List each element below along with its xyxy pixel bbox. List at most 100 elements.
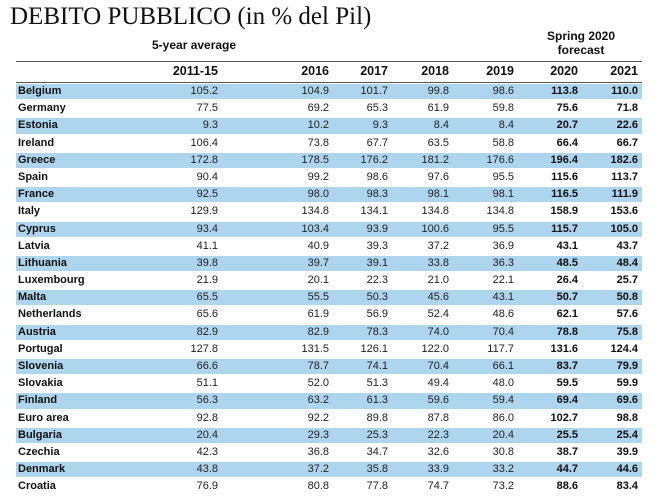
table-cell: 110.0 (611, 85, 638, 97)
table-cell: 134.1 (360, 205, 388, 218)
table-cell: 172.8 (190, 153, 218, 166)
table-cell: 77.8 (366, 480, 388, 493)
table-cell: 92.2 (307, 411, 329, 424)
table-cell: 39.9 (616, 445, 638, 458)
country-label: Lithuania (18, 256, 67, 269)
table-cell: 44.6 (616, 463, 638, 476)
table-cell: 43.1 (492, 291, 514, 304)
table-cell: 59.5 (556, 377, 578, 390)
country-label: Greece (18, 153, 56, 166)
country-label: France (18, 188, 55, 201)
table-cell: 100.6 (421, 222, 449, 235)
table-cell: 73.8 (307, 136, 329, 149)
table-cell: 115.6 (551, 170, 578, 183)
table-cell: 98.8 (616, 411, 638, 424)
table-cell: 48.0 (492, 377, 514, 390)
table-cell: 20.1 (307, 274, 329, 287)
forecast-label-line1: Spring 2020 (546, 29, 616, 43)
country-label: Euro area (18, 411, 69, 424)
table-cell: 10.2 (307, 119, 329, 132)
table-cell: 111.9 (611, 188, 638, 201)
table-cell: 73.2 (492, 480, 514, 493)
table-cell: 36.8 (307, 445, 329, 458)
table-row: Austria 82.9 82.9 78.3 74.0 70.4 78.8 75.8 (16, 324, 642, 341)
table-row: Latvia 41.1 40.9 39.3 37.2 36.9 43.1 43.7 (16, 238, 642, 255)
table-cell: 116.5 (551, 188, 578, 201)
table-cell: 69.2 (307, 102, 329, 115)
table-cell: 40.9 (307, 239, 329, 252)
table-cell: 131.6 (550, 342, 578, 355)
table-cell: 178.5 (301, 153, 329, 166)
country-label: Netherlands (18, 308, 82, 321)
average-group-label: 5-year average (152, 38, 237, 52)
table-cell: 71.8 (616, 102, 638, 115)
table-cell: 82.9 (307, 325, 329, 338)
table-cell: 61.9 (307, 308, 329, 321)
table-cell: 105.2 (190, 85, 218, 97)
country-label: Estonia (18, 119, 58, 132)
table-cell: 74.7 (427, 480, 449, 493)
table-cell: 8.4 (433, 119, 449, 132)
table-cell: 8.4 (498, 119, 514, 132)
table-row: Estonia 9.3 10.2 9.3 8.4 8.4 20.7 22.6 (16, 117, 642, 134)
table-cell: 67.7 (366, 136, 388, 149)
table-cell: 98.6 (492, 85, 514, 97)
table-cell: 39.1 (366, 256, 388, 269)
table-cell: 66.6 (196, 360, 218, 372)
table-cell: 66.4 (556, 136, 578, 149)
table-cell: 9.3 (372, 119, 388, 132)
table-row: Belgium 105.2 104.9 101.7 99.8 98.6 113.8 110.0 (16, 83, 642, 100)
table-cell: 25.5 (556, 428, 578, 441)
table-cell: 74.0 (427, 325, 449, 338)
column-header-2011-15: 2011-15 (172, 64, 218, 78)
table-cell: 51.1 (196, 377, 218, 390)
table-cell: 99.8 (427, 85, 449, 97)
column-header-2016: 2016 (301, 64, 329, 78)
country-label: Malta (18, 291, 47, 304)
table-cell: 48.6 (492, 308, 514, 321)
table-cell: 50.7 (556, 291, 578, 304)
table-cell: 98.6 (366, 170, 388, 183)
table-cell: 26.4 (556, 274, 578, 287)
country-label: Denmark (18, 463, 66, 476)
country-label: Luxembourg (18, 274, 85, 287)
column-headers: 2011-15 2016 2017 2018 2019 2020 2021 (0, 64, 656, 81)
table-cell: 33.2 (492, 463, 514, 476)
table-cell: 176.6 (486, 153, 514, 166)
column-header-2020: 2020 (550, 64, 578, 78)
table-cell: 50.3 (366, 291, 388, 304)
table-row: Cyprus 93.4 103.4 93.9 100.6 95.5 115.7 105.0 (16, 221, 642, 238)
table-cell: 131.5 (301, 342, 329, 355)
table-cell: 99.2 (307, 170, 329, 183)
table-cell: 37.2 (307, 463, 329, 476)
table-cell: 181.2 (421, 153, 449, 166)
debt-table: Belgium 105.2 104.9 101.7 99.8 98.6 113.8 110.0… (16, 83, 642, 496)
table-cell: 80.8 (307, 480, 329, 493)
table-cell: 74.1 (366, 360, 388, 372)
table-cell: 35.8 (366, 463, 388, 476)
table-row: Luxembourg 21.9 20.1 22.3 21.0 22.1 26.4 25.7 (16, 272, 642, 289)
column-header-2017: 2017 (360, 64, 388, 78)
table-cell: 95.5 (492, 222, 514, 235)
table-cell: 78.7 (307, 360, 329, 372)
country-label: Finland (18, 394, 58, 407)
table-cell: 70.4 (427, 360, 449, 372)
table-cell: 76.9 (196, 480, 218, 493)
table-cell: 22.3 (366, 274, 388, 287)
country-label: Slovakia (18, 377, 63, 390)
table-cell: 20.4 (196, 428, 218, 441)
table-cell: 69.6 (616, 394, 638, 407)
table-cell: 65.5 (196, 291, 218, 304)
table-cell: 52.4 (427, 308, 449, 321)
table-cell: 106.4 (190, 136, 218, 149)
country-label: Germany (18, 102, 66, 115)
table-cell: 182.6 (610, 153, 638, 166)
table-cell: 98.1 (492, 188, 514, 201)
table-cell: 63.5 (427, 136, 449, 149)
table-row: Germany 77.5 69.2 65.3 61.9 59.8 75.6 71.8 (16, 100, 642, 117)
column-header-2021: 2021 (610, 64, 638, 78)
table-cell: 21.0 (427, 274, 449, 287)
table-cell: 48.5 (556, 256, 578, 269)
table-cell: 97.6 (427, 170, 449, 183)
table-cell: 113.7 (611, 170, 638, 183)
